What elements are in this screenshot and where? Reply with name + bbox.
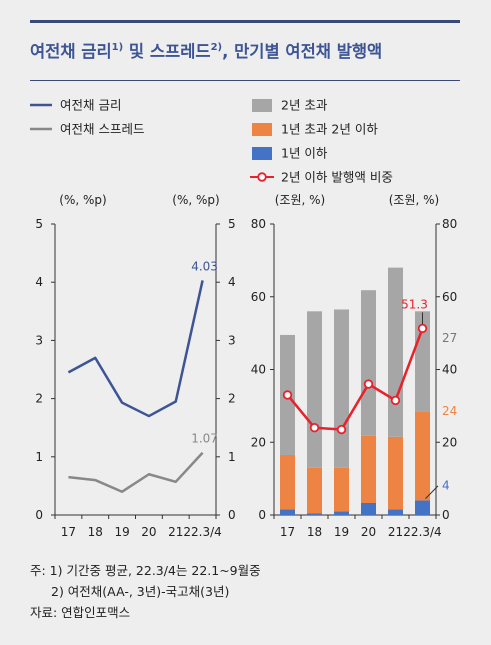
y-tick-label: 80 (251, 217, 266, 231)
note-1: 주: 1) 기간중 평균, 22.3/4는 22.1~9월중 (30, 560, 261, 581)
bar-segment (307, 468, 322, 513)
y-tick-label: 3 (228, 333, 236, 347)
y-tick-label: 0 (258, 508, 266, 522)
x-tick-label: 20 (361, 525, 376, 539)
under1y-label: 4 (442, 479, 450, 493)
legend-swatch (252, 99, 272, 112)
data-label: 4.03 (191, 259, 218, 273)
bar-segment (388, 510, 403, 515)
legend-swatch (252, 147, 272, 160)
y-tick-label: 20 (442, 435, 457, 449)
left-axis-unit: (조원, %) (275, 193, 325, 207)
share-marker (419, 325, 427, 333)
bar-segment (334, 468, 349, 512)
bar-segment (388, 437, 403, 510)
notes: 주: 1) 기간중 평균, 22.3/4는 22.1~9월중 2) 여전채(AA… (30, 560, 261, 623)
share-marker (338, 426, 346, 434)
y-tick-label: 0 (442, 508, 450, 522)
y-tick-label: 40 (442, 363, 457, 377)
y-tick-label: 4 (35, 275, 43, 289)
bar-segment (280, 510, 295, 515)
data-label: 1.07 (191, 432, 218, 446)
over2y-label: 27 (442, 331, 457, 345)
y-tick-label: 60 (251, 290, 266, 304)
x-tick-label: 18 (307, 525, 322, 539)
y-tick-label: 5 (35, 217, 43, 231)
x-tick-label: 19 (334, 525, 349, 539)
note-2: 2) 여전채(AA-, 3년)-국고채(3년) (30, 581, 261, 602)
share-marker (365, 380, 373, 388)
y-tick-label: 4 (228, 275, 236, 289)
bar-segment (307, 311, 322, 467)
x-tick-label: 18 (88, 525, 103, 539)
y-tick-label: 1 (35, 450, 43, 464)
share-marker (311, 424, 319, 432)
right-axis-unit: (%, %p) (172, 193, 219, 207)
y-tick-label: 40 (251, 363, 266, 377)
legend-swatch (252, 123, 272, 136)
legend-marker (258, 173, 266, 181)
y-tick-label: 1 (228, 450, 236, 464)
y-tick-label: 3 (35, 333, 43, 347)
share-marker (284, 391, 292, 399)
over1y-label: 24 (442, 404, 457, 418)
bar-segment (361, 436, 376, 503)
bar-segment (361, 290, 376, 436)
y-tick-label: 20 (251, 435, 266, 449)
x-tick-label: 17 (280, 525, 295, 539)
rate-line (68, 280, 202, 416)
y-tick-label: 2 (228, 392, 236, 406)
legend-label: 2년 이하 발행액 비중 (281, 170, 393, 185)
x-tick-label: 17 (61, 525, 76, 539)
bar-segment (388, 268, 403, 437)
legend-label: 2년 초과 (281, 98, 328, 113)
y-tick-label: 60 (442, 290, 457, 304)
bar-segment (361, 503, 376, 515)
bar-segment (307, 513, 322, 515)
share-label: 51.3 (401, 297, 428, 311)
x-tick-label: 22.3/4 (183, 525, 221, 539)
x-tick-label: 21 (388, 525, 403, 539)
bar-segment (334, 511, 349, 515)
legend-label: 여전채 금리 (60, 98, 121, 113)
x-tick-label: 21 (168, 525, 183, 539)
y-tick-label: 80 (442, 217, 457, 231)
legend-label: 1년 이하 (281, 146, 328, 161)
source-note: 자료: 연합인포맥스 (30, 602, 261, 623)
y-tick-label: 5 (228, 217, 236, 231)
share-marker (392, 397, 400, 405)
bar-segment (280, 455, 295, 510)
x-tick-label: 20 (141, 525, 156, 539)
y-tick-label: 2 (35, 392, 43, 406)
bar-segment (415, 500, 430, 515)
y-tick-label: 0 (35, 508, 43, 522)
legend-label: 여전채 스프레드 (60, 122, 144, 137)
x-tick-label: 22.3/4 (403, 525, 441, 539)
bar-segment (415, 411, 430, 500)
x-tick-label: 19 (114, 525, 129, 539)
bar-segment (334, 309, 349, 467)
y-tick-label: 0 (228, 508, 236, 522)
right-axis-unit: (조원, %) (389, 193, 439, 207)
legend-label: 1년 초과 2년 이하 (281, 122, 378, 137)
left-axis-unit: (%, %p) (59, 193, 106, 207)
spread-line (68, 453, 202, 492)
